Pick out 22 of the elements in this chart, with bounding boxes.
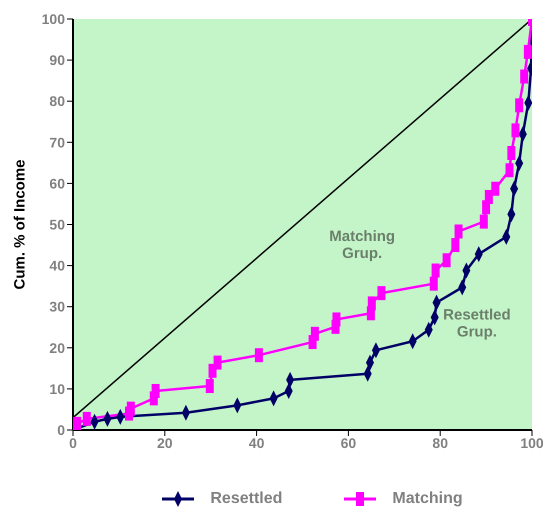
y-tick-label: 10: [49, 380, 66, 397]
annotation: Matching Grup.: [329, 228, 396, 262]
annotation: Resettled Grup.: [443, 306, 511, 340]
x-tick-label: 80: [432, 434, 448, 451]
legend-label: Resettled: [210, 490, 282, 508]
y-axis-title: Cum. % of Income: [11, 159, 28, 290]
y-tick-label: 80: [49, 93, 66, 110]
x-tick-label: 100: [520, 434, 544, 451]
y-tick-label: 70: [49, 134, 66, 150]
y-tick-label: 100: [42, 10, 66, 27]
y-tick-label: 0: [57, 422, 66, 438]
legend-label: Matching: [392, 490, 463, 508]
x-tick-label: 0: [69, 434, 78, 451]
x-tick-label: 60: [340, 434, 356, 451]
y-tick-label: 90: [49, 52, 66, 68]
y-tick-label: 50: [49, 216, 66, 232]
y-tick-label: 30: [49, 298, 66, 315]
x-tick-label: 40: [248, 434, 265, 451]
y-tick-label: 20: [49, 340, 66, 356]
y-tick-label: 40: [49, 258, 66, 274]
x-tick-label: 20: [157, 434, 173, 451]
y-tick-label: 60: [49, 175, 66, 192]
